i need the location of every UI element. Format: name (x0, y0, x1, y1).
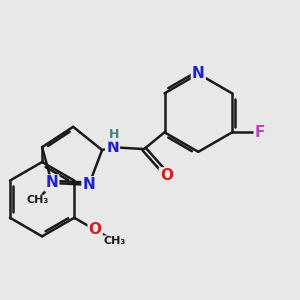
Text: N: N (192, 66, 205, 81)
Text: O: O (89, 222, 102, 237)
Text: H: H (109, 128, 119, 141)
Text: CH₃: CH₃ (103, 236, 126, 246)
Text: F: F (255, 125, 265, 140)
Text: CH₃: CH₃ (27, 195, 49, 206)
Text: N: N (46, 176, 58, 190)
Text: N: N (106, 140, 119, 155)
Text: O: O (160, 168, 173, 183)
Text: N: N (82, 177, 95, 192)
